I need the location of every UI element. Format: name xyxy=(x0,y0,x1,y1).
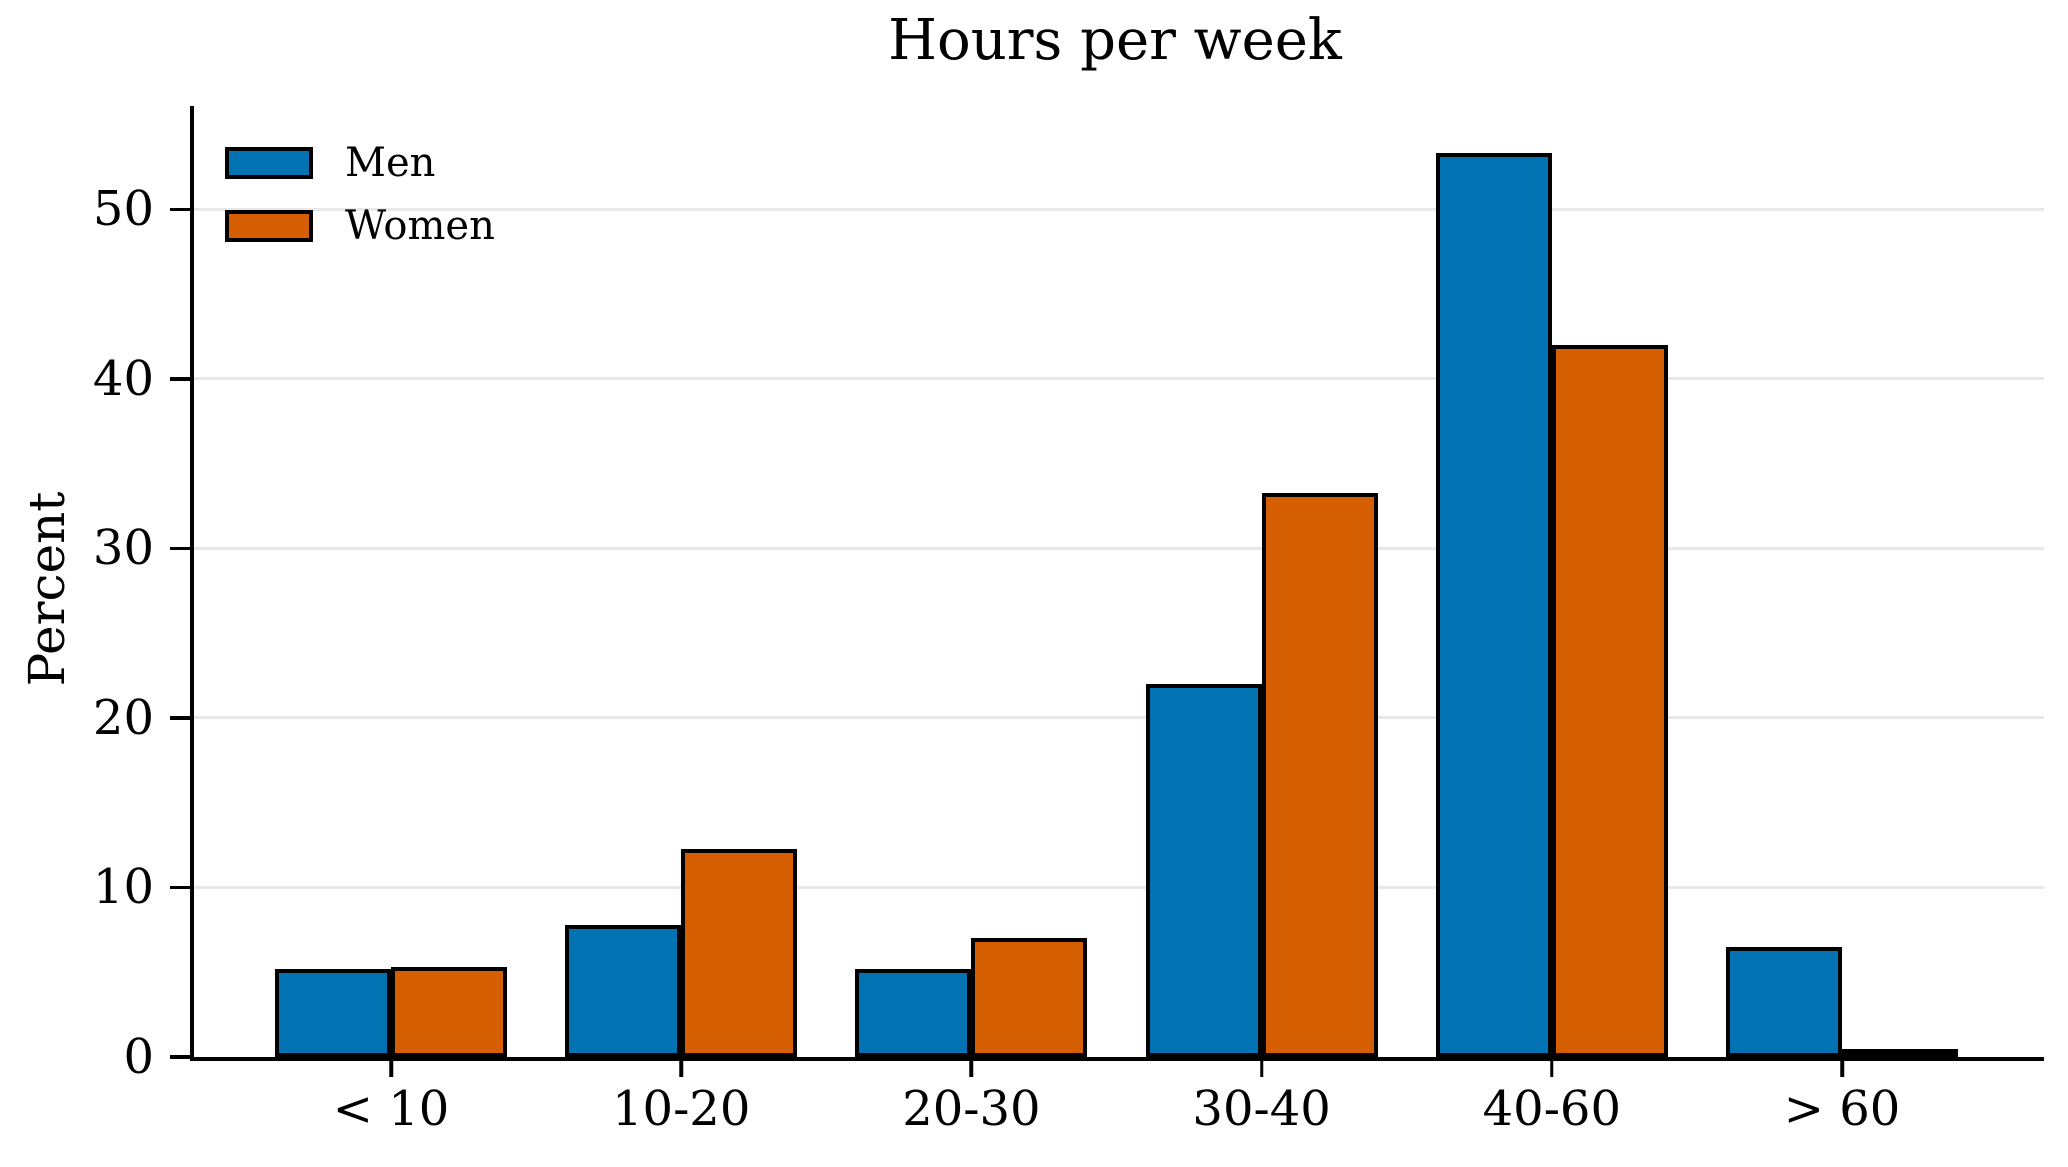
y-tick-label-20: 20 xyxy=(92,689,154,746)
chart-title: Hours per week xyxy=(888,8,1342,73)
x-tick-label-0: < 10 xyxy=(332,1081,450,1137)
x-tick-label-2: 20-30 xyxy=(902,1081,1041,1137)
bar-men-5 xyxy=(1726,946,1842,1057)
x-tick-label-1: 10-20 xyxy=(612,1081,751,1137)
bar-women-1 xyxy=(681,848,798,1057)
gridline-30 xyxy=(194,546,2044,550)
x-tick-2 xyxy=(969,1061,974,1077)
plot-area: 0 10 20 30 40 50 < 10 10-20 20-30 30-40 40-60 > 60 xyxy=(93,106,2044,1135)
legend-swatch-women xyxy=(225,210,313,242)
bar-women-0 xyxy=(391,967,507,1057)
gridline-10 xyxy=(194,885,2044,889)
legend: Men Women xyxy=(225,143,495,273)
y-tick-label-40: 40 xyxy=(92,350,154,407)
legend-swatch-men xyxy=(225,147,313,179)
x-tick-5 xyxy=(1840,1061,1844,1077)
bar-women-2 xyxy=(971,938,1088,1057)
y-tick-50 xyxy=(170,207,190,212)
gridline-50 xyxy=(194,207,2044,211)
x-tick-1 xyxy=(679,1061,683,1077)
y-tick-label-10: 10 xyxy=(92,859,154,916)
y-tick-10 xyxy=(170,885,190,890)
bar-women-3 xyxy=(1261,492,1378,1057)
y-tick-40 xyxy=(170,377,190,381)
y-tick-20 xyxy=(170,716,190,720)
bar-men-2 xyxy=(855,968,972,1057)
y-tick-label-0: 0 xyxy=(123,1029,154,1085)
y-tick-30 xyxy=(170,546,190,551)
x-tick-label-5: > 60 xyxy=(1783,1081,1901,1137)
bar-men-3 xyxy=(1145,684,1262,1057)
bar-women-4 xyxy=(1551,345,1668,1057)
gridline-40 xyxy=(194,377,2044,381)
gridline-20 xyxy=(194,716,2044,720)
x-tick-label-3: 30-40 xyxy=(1192,1081,1331,1137)
bar-men-1 xyxy=(565,924,682,1057)
bar-women-5 xyxy=(1842,1049,1958,1057)
x-tick-0 xyxy=(389,1061,393,1077)
legend-entry-women: Women xyxy=(225,206,495,246)
y-tick-label-30: 30 xyxy=(92,520,154,577)
legend-label-women: Women xyxy=(345,203,495,249)
bar-men-0 xyxy=(275,968,391,1057)
x-tick-label-4: 40-60 xyxy=(1482,1081,1621,1137)
x-tick-4 xyxy=(1550,1061,1554,1077)
y-tick-0 xyxy=(170,1055,190,1059)
bar-men-4 xyxy=(1435,153,1552,1057)
legend-entry-men: Men xyxy=(225,143,495,183)
y-tick-label-50: 50 xyxy=(92,181,154,238)
x-tick-3 xyxy=(1259,1061,1264,1077)
legend-label-men: Men xyxy=(345,140,436,186)
